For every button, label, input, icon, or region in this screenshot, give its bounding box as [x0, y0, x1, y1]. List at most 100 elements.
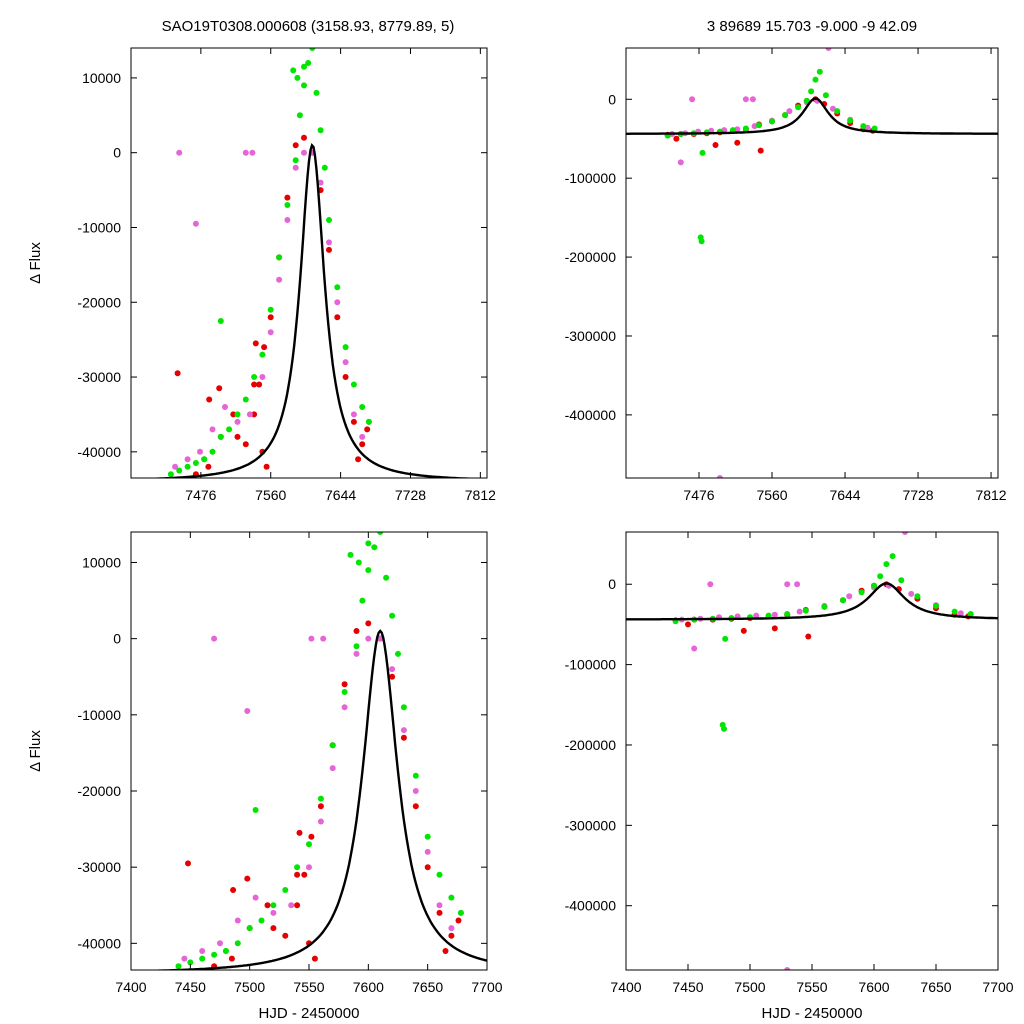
data-point: [209, 448, 216, 455]
x-tick-label: 7728: [902, 487, 933, 503]
data-point: [769, 118, 775, 125]
data-point: [192, 220, 199, 227]
data-point: [341, 689, 348, 695]
data-point: [313, 89, 320, 96]
data-point: [199, 955, 206, 962]
data-point: [192, 460, 199, 466]
data-point: [365, 567, 372, 574]
data-point: [263, 463, 270, 470]
data-point: [334, 299, 341, 306]
x-tick-label: 7600: [353, 979, 384, 995]
data-point: [716, 475, 723, 478]
data-point: [805, 633, 812, 640]
data-point: [784, 967, 791, 970]
data-point: [209, 426, 216, 433]
data-point: [840, 597, 846, 604]
data-point: [244, 875, 251, 882]
x-tick-label: 7560: [756, 487, 787, 503]
data-point: [244, 708, 251, 714]
data-point: [816, 68, 823, 75]
data-point: [294, 74, 301, 81]
data-points: [167, 48, 372, 485]
data-point: [264, 902, 271, 909]
data-point: [757, 147, 764, 154]
data-point: [795, 104, 802, 111]
data-point: [784, 611, 791, 617]
y-tick-label: -40000: [77, 444, 121, 460]
y-tick-label: -200000: [565, 737, 617, 753]
y-axis-label: Δ Flux: [27, 730, 44, 772]
data-point: [353, 650, 360, 657]
data-point: [201, 456, 208, 463]
x-tick-label: 7700: [471, 979, 502, 995]
data-point: [334, 284, 341, 291]
data-point: [329, 765, 336, 772]
data-point: [258, 917, 265, 924]
x-axis-label: HJD - 2450000: [259, 1005, 360, 1022]
data-point: [168, 479, 174, 485]
data-point: [249, 149, 256, 156]
x-tick-label: 7650: [920, 979, 951, 995]
data-point: [359, 597, 366, 604]
data-point: [230, 887, 237, 893]
data-point: [889, 553, 896, 560]
data-point: [306, 841, 312, 848]
x-tick-label: 7476: [185, 487, 216, 503]
data-point: [436, 909, 443, 916]
data-point: [211, 635, 218, 642]
data-point: [740, 627, 747, 634]
data-point: [256, 381, 263, 388]
x-tick-label: 7400: [610, 979, 641, 995]
x-tick-label: 7550: [293, 979, 324, 995]
y-tick-label: -10000: [77, 219, 121, 235]
data-point: [176, 467, 183, 474]
data-point: [858, 589, 865, 596]
data-point: [395, 650, 401, 657]
data-point: [436, 871, 443, 878]
data-point: [294, 871, 301, 878]
data-point: [276, 276, 283, 283]
y-tick-label: -40000: [77, 935, 121, 951]
plot-frame: [625, 531, 999, 971]
data-point: [251, 411, 258, 418]
data-point: [311, 955, 318, 962]
header-right: 3 89689 15.703 -9.000 -9 42.09: [707, 18, 917, 35]
data-point: [326, 239, 332, 246]
data-point: [270, 902, 277, 909]
x-tick-label: 7400: [115, 979, 146, 995]
y-tick-label: -400000: [565, 898, 617, 914]
data-point: [317, 179, 324, 186]
x-tick-label: 7476: [683, 487, 714, 503]
data-point: [226, 426, 233, 433]
data-point: [412, 803, 419, 810]
data-point: [685, 621, 691, 628]
data-point: [871, 125, 878, 132]
data-point: [753, 612, 760, 619]
data-point: [350, 381, 357, 388]
data-point: [914, 593, 921, 600]
x-tick-label: 7812: [975, 487, 1006, 503]
panel-bottom-left: 7400 7450 7500 7550 7600 7650 7700 10000 0 -10000…: [27, 531, 503, 1022]
data-point: [211, 951, 218, 958]
data-point: [424, 864, 431, 871]
x-tick-label: 7450: [175, 979, 206, 995]
data-point: [400, 704, 407, 711]
data-point: [222, 404, 228, 410]
panel-top-left: 7476 7560 7644 7728 7812 10000 0 -10000 -20000 -3…: [27, 47, 496, 503]
data-point: [317, 127, 324, 134]
data-point: [951, 608, 958, 615]
data-point: [350, 418, 357, 425]
model-curve: [626, 582, 998, 621]
data-point: [242, 441, 249, 448]
data-point: [301, 82, 307, 89]
x-tick-label: 7650: [412, 979, 443, 995]
header-left: SAO19T0308.000608 (3158.93, 8779.89, 5): [162, 18, 455, 35]
data-point: [847, 117, 854, 124]
data-point: [771, 625, 778, 632]
data-point: [341, 681, 348, 688]
x-tick-label: 7500: [734, 979, 765, 995]
y-tick-label: -30000: [77, 859, 121, 875]
y-tick-label: -400000: [565, 407, 617, 423]
data-point: [436, 902, 443, 909]
data-point: [883, 561, 890, 568]
